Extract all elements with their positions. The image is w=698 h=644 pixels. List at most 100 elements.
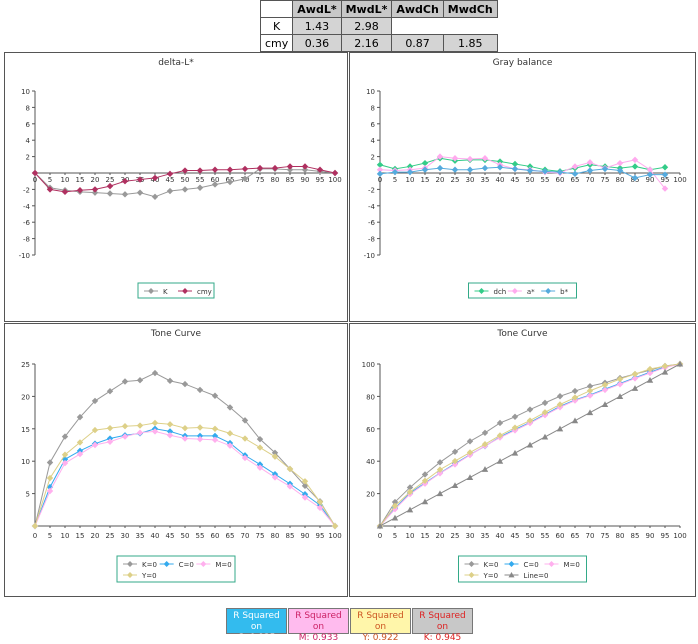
data-point	[151, 193, 159, 200]
data-point	[541, 399, 549, 407]
data-point	[586, 159, 594, 166]
x-tick-label: 100	[328, 532, 341, 540]
data-point	[181, 380, 189, 388]
data-point	[451, 166, 459, 173]
rsquared-value: C: 0.935	[237, 633, 276, 643]
data-point	[181, 167, 189, 174]
data-point	[31, 522, 39, 530]
y-tick-label: 10	[366, 88, 375, 96]
x-tick-label: 70	[586, 532, 595, 540]
y-tick-label: 15	[21, 426, 30, 434]
gray-balance-chart: Gray balance 10 8 6 4 2 -2 -4 -6 -8 -10 0 5 10 15 20 25 3…	[364, 58, 687, 299]
x-tick-label: 15	[76, 176, 85, 184]
stats-header-cell	[259, 0, 294, 18]
x-tick-label: 55	[541, 532, 550, 540]
chart-panel-tone-curve-delta: Tone Curve 25 20 15 10 5 0 5 10 15 20 25 30 35 40 45 50 5…	[4, 323, 348, 597]
x-tick-label: 25	[106, 532, 115, 540]
data-point	[421, 166, 429, 173]
data-point	[166, 432, 174, 439]
x-tick-label: 50	[181, 532, 190, 540]
data-point	[661, 362, 669, 370]
data-point	[241, 454, 249, 462]
legend-label: Line=0	[524, 572, 549, 580]
y-tick-label: 4	[371, 137, 376, 145]
data-point	[211, 436, 219, 444]
tone-curve-chart: Tone Curve 100 80 60 40 20 0 5 10 15 20 25 30 35 40 45 5…	[362, 329, 687, 583]
x-tick-label: 40	[151, 532, 160, 540]
legend-box	[468, 282, 577, 299]
stats-cell: 1.43	[292, 17, 342, 35]
y-tick-label: -2	[368, 186, 375, 194]
data-point	[151, 369, 159, 377]
data-point	[676, 360, 684, 367]
x-tick-label: 90	[301, 532, 310, 540]
x-tick-label: 100	[673, 176, 686, 184]
x-tick-label: 55	[196, 176, 205, 184]
chart-panel-tone-curve: Tone Curve 100 80 60 40 20 0 5 10 15 20 25 30 35 40 45 5…	[349, 323, 696, 597]
data-point	[196, 184, 204, 191]
data-point	[541, 433, 549, 440]
stats-row-label: K	[259, 17, 294, 35]
x-tick-label: 25	[451, 532, 460, 540]
data-point	[421, 159, 429, 167]
y-tick-label: 25	[21, 361, 30, 369]
x-tick-label: 10	[406, 532, 415, 540]
legend: K=0 C=0 M=0 Y=0 Line=0	[458, 555, 587, 583]
y-tick-label: 40	[366, 458, 375, 466]
data-point	[481, 429, 489, 437]
data-point	[451, 457, 459, 465]
data-point	[616, 159, 624, 167]
data-point	[616, 381, 624, 388]
legend-label: Y=0	[141, 572, 157, 580]
y-tick-label: 20	[21, 393, 30, 401]
data-point	[646, 377, 654, 383]
data-point	[121, 191, 129, 198]
data-point	[241, 175, 249, 182]
data-point	[391, 502, 399, 510]
stats-row-cmy: cmy 0.36 2.16 0.87 1.85	[259, 34, 498, 52]
x-tick-label: 65	[226, 532, 235, 540]
data-point	[76, 187, 84, 194]
data-point	[91, 441, 99, 449]
data-point	[391, 514, 399, 521]
x-tick-label: 65	[571, 532, 580, 540]
data-point	[451, 482, 459, 489]
x-tick-label: 65	[571, 176, 580, 184]
data-point	[241, 435, 249, 442]
data-point	[256, 464, 264, 471]
data-point	[406, 506, 414, 513]
x-tick-label: 80	[616, 532, 625, 540]
data-point	[421, 471, 429, 478]
data-point	[421, 477, 429, 485]
data-point	[106, 190, 114, 197]
data-point	[226, 430, 234, 437]
x-tick-label: 75	[601, 176, 610, 184]
data-point	[286, 166, 294, 173]
y-tick-label: 2	[371, 154, 375, 162]
data-point	[241, 417, 249, 424]
data-point	[196, 432, 204, 440]
data-point	[166, 187, 174, 195]
data-point	[136, 189, 144, 196]
data-point	[496, 419, 504, 427]
data-point	[106, 182, 114, 190]
data-point	[661, 368, 669, 375]
data-point	[571, 170, 579, 178]
x-tick-label: 5	[393, 176, 397, 184]
y-tick-label: -4	[368, 203, 376, 211]
x-tick-label: 90	[301, 176, 310, 184]
x-tick-label: 45	[166, 176, 175, 184]
x-tick-label: 75	[601, 532, 610, 540]
data-point	[256, 164, 264, 172]
x-tick-label: 90	[646, 532, 655, 540]
x-tick-label: 45	[166, 532, 175, 540]
data-point	[226, 404, 234, 411]
data-point	[496, 164, 504, 171]
x-tick-label: 10	[406, 176, 415, 184]
stats-header-cell: MwdL*	[340, 0, 393, 18]
data-point	[196, 167, 204, 174]
rsquared-label: R Squared on	[233, 611, 280, 632]
data-point	[391, 168, 399, 176]
data-point	[556, 425, 564, 432]
data-point	[376, 166, 384, 173]
